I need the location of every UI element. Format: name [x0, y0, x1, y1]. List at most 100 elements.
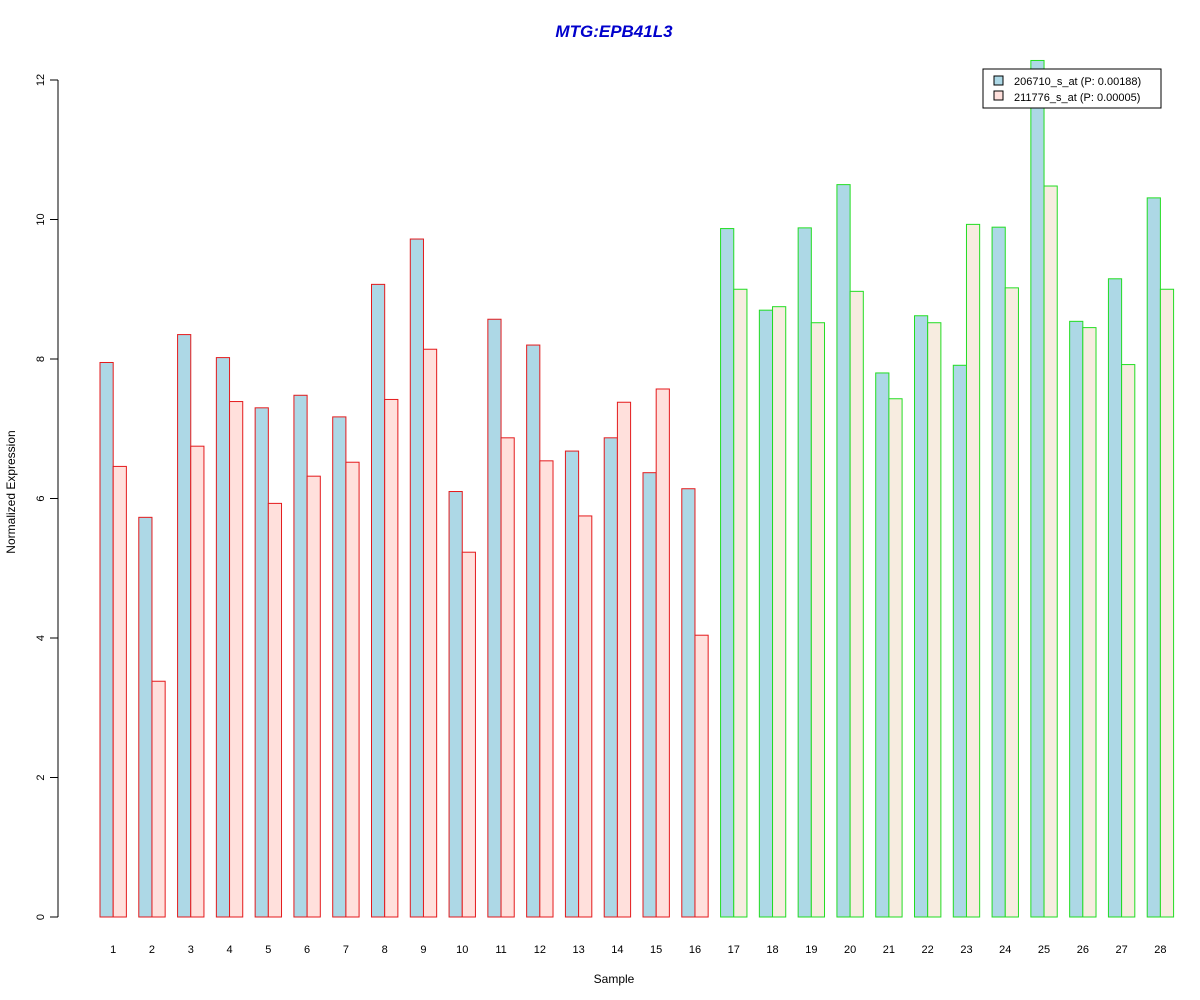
bar-211776-s-at — [888, 398, 903, 918]
bar-211776-s-at — [1159, 288, 1175, 918]
bar-206710-s-at — [797, 227, 812, 918]
bar-206710-s-at — [1069, 320, 1084, 918]
x-tick-label: 16 — [689, 944, 701, 956]
x-tick-label: 6 — [304, 944, 310, 956]
x-axis-label: Sample — [594, 972, 635, 986]
x-tick-label: 28 — [1154, 944, 1166, 956]
legend: 206710_s_at (P: 0.00188) 211776_s_at (P: … — [982, 68, 1162, 109]
bar-206710-s-at — [293, 394, 308, 918]
x-tick-label: 10 — [456, 944, 468, 956]
x-tick-label: 19 — [805, 944, 817, 956]
bar-211776-s-at — [229, 401, 244, 918]
bar-206710-s-at — [1030, 59, 1045, 918]
bar-211776-s-at — [384, 398, 399, 918]
bar-211776-s-at — [655, 388, 670, 918]
bar-211776-s-at — [151, 680, 166, 918]
y-axis-label: Normalized Expression — [4, 430, 18, 553]
bar-211776-s-at — [422, 348, 438, 918]
x-tick-label: 5 — [265, 944, 271, 956]
bar-211776-s-at — [965, 223, 981, 918]
bar-211776-s-at — [112, 465, 127, 918]
legend-box — [982, 68, 1162, 109]
x-tick-label: 7 — [343, 944, 349, 956]
bar-206710-s-at — [448, 491, 463, 918]
bar-206710-s-at — [526, 344, 541, 918]
x-tick-label: 4 — [226, 944, 232, 956]
y-tick-label: 6 — [35, 495, 47, 501]
x-tick-label: 20 — [844, 944, 856, 956]
bar-211776-s-at — [306, 475, 321, 918]
x-tick-label: 11 — [495, 944, 506, 956]
x-tick-label: 26 — [1077, 944, 1089, 956]
bar-211776-s-at — [772, 306, 787, 918]
x-tick-label: 8 — [382, 944, 388, 956]
bar-206710-s-at — [720, 228, 735, 918]
bar-211776-s-at — [500, 437, 515, 918]
bar-211776-s-at — [1004, 287, 1019, 918]
bar-206710-s-at — [487, 318, 502, 918]
bar-211776-s-at — [694, 634, 709, 918]
bar-211776-s-at — [1043, 185, 1058, 918]
bar-211776-s-at — [345, 461, 360, 918]
bar-206710-s-at — [875, 372, 890, 918]
x-tick-label: 1 — [110, 944, 116, 956]
legend-swatch — [993, 90, 1004, 101]
y-tick-label: 4 — [35, 635, 47, 641]
bar-206710-s-at — [642, 472, 657, 918]
bars-group — [99, 59, 1175, 918]
y-tick-label: 2 — [35, 774, 47, 780]
bar-211776-s-at — [578, 515, 593, 918]
x-tick-label: 23 — [960, 944, 972, 956]
bar-211776-s-at — [190, 445, 205, 918]
bar-206710-s-at — [254, 407, 269, 918]
x-tick-label: 12 — [534, 944, 546, 956]
x-tick-labels: 1 2 3 4 5 6 7 8 9 10 11 12 13 14 15 16 17 18 19 20 21 22 23 24 2… — [110, 944, 1166, 956]
y-axis: 0 2 4 6 8 10 12 — [35, 74, 59, 920]
bar-206710-s-at — [215, 357, 231, 918]
bar-211776-s-at — [927, 322, 942, 918]
y-tick-label: 10 — [35, 213, 47, 225]
x-tick-label: 14 — [611, 944, 623, 956]
x-tick-label: 15 — [650, 944, 662, 956]
y-tick-label: 12 — [35, 74, 47, 86]
x-tick-label: 25 — [1038, 944, 1050, 956]
bar-211776-s-at — [810, 322, 826, 918]
bar-206710-s-at — [564, 450, 580, 918]
bar-211776-s-at — [849, 290, 864, 918]
x-tick-label: 24 — [999, 944, 1011, 956]
bar-211776-s-at — [267, 502, 283, 918]
bar-206710-s-at — [332, 416, 347, 918]
legend-swatch — [993, 75, 1004, 86]
x-tick-label: 3 — [188, 944, 194, 956]
bar-206710-s-at — [603, 437, 618, 918]
bar-206710-s-at — [758, 309, 774, 918]
bar-206710-s-at — [991, 226, 1006, 918]
bar-206710-s-at — [371, 283, 386, 918]
chart-title: MTG:EPB41L3 — [555, 22, 673, 41]
bar-206710-s-at — [681, 488, 696, 918]
x-tick-label: 2 — [149, 944, 155, 956]
bar-211776-s-at — [616, 401, 632, 918]
y-tick-label: 8 — [35, 356, 47, 362]
x-tick-label: 21 — [883, 944, 895, 956]
bar-211776-s-at — [461, 551, 476, 918]
legend-label: 211776_s_at (P: 0.00005) — [1014, 92, 1140, 104]
bar-206710-s-at — [409, 238, 424, 918]
bar-211776-s-at — [733, 288, 748, 918]
x-tick-label: 9 — [420, 944, 426, 956]
x-tick-label: 22 — [922, 944, 934, 956]
x-tick-label: 18 — [766, 944, 778, 956]
bar-206710-s-at — [138, 516, 153, 918]
bar-211776-s-at — [539, 460, 554, 918]
y-tick-label: 0 — [35, 914, 47, 920]
x-tick-label: 27 — [1115, 944, 1127, 956]
bar-206710-s-at — [99, 361, 114, 918]
bar-211776-s-at — [1121, 364, 1136, 918]
bar-206710-s-at — [177, 334, 192, 918]
bar-206710-s-at — [914, 315, 929, 918]
x-tick-label: 13 — [572, 944, 584, 956]
bar-206710-s-at — [1146, 197, 1161, 918]
bar-211776-s-at — [1082, 327, 1097, 918]
legend-label: 206710_s_at (P: 0.00188) — [1014, 76, 1141, 88]
